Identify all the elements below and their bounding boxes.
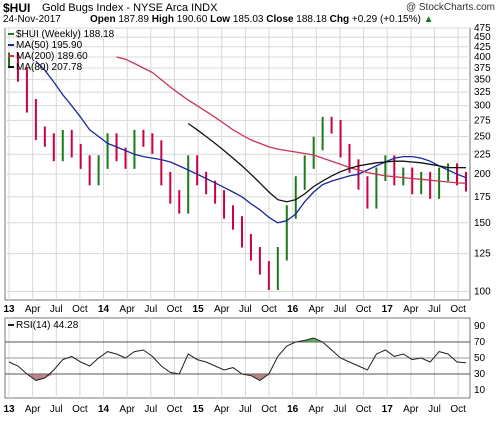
price-y-tick-label: 175 <box>474 192 491 203</box>
rsi-x-tick-label: Oct <box>356 404 372 415</box>
price-y-tick-label: 425 <box>474 42 491 53</box>
quote-date: 24-Nov-2017 <box>3 14 61 25</box>
price-y-tick-label: 450 <box>474 32 491 43</box>
rsi-x-tick-label: Oct <box>450 404 466 415</box>
price-x-tick-label: 16 <box>287 304 299 315</box>
price-y-tick-label: 225 <box>474 149 491 160</box>
low-value: 185.03 <box>232 14 264 25</box>
legend-ma50: MA(50) 195.90 <box>16 40 83 51</box>
rsi-x-tick-label: Apr <box>25 404 41 415</box>
rsi-y-tick-label: 50 <box>474 353 486 364</box>
price-x-tick-label: Oct <box>450 304 466 315</box>
price-y-tick-label: 350 <box>474 75 491 86</box>
legend-ma200: MA(200) 189.60 <box>16 51 88 62</box>
rsi-x-tick-label: Jul <box>334 404 347 415</box>
quote-values: Open 187.89 High 190.60 Low 185.03 Close… <box>90 14 434 25</box>
rsi-x-axis: 13 Apr Jul Oct 14 Apr Jul Oct 15 Apr Jul Oct 16 Apr Ju… <box>3 404 466 415</box>
ma80-line <box>187 122 467 203</box>
price-x-tick-label: Oct <box>261 304 277 315</box>
rsi-panel: 90 70 50 30 10 RSI(14) 44.28 <box>4 317 486 399</box>
rsi-x-tick-label: 14 <box>98 404 110 415</box>
chg-label: Chg <box>329 14 350 25</box>
price-y-tick-label: 325 <box>474 87 491 98</box>
rsi-x-tick-label: Oct <box>72 404 88 415</box>
price-x-tick-label: 14 <box>98 304 110 315</box>
rsi-oversold-fill <box>35 374 45 381</box>
close-label: Close <box>266 14 294 25</box>
rsi-x-tick-label: 13 <box>3 404 15 415</box>
rsi-x-tick-label: Oct <box>261 404 277 415</box>
rsi-x-tick-label: 17 <box>382 404 394 415</box>
price-x-tick-label: Oct <box>72 304 88 315</box>
price-y-tick-label: 125 <box>474 249 491 260</box>
rsi-y-tick-label: 30 <box>474 369 486 380</box>
price-y-tick-label: 375 <box>474 63 491 74</box>
price-panel-frame <box>4 27 471 301</box>
price-x-tick-label: Apr <box>309 304 325 315</box>
ma200-line <box>116 56 467 184</box>
price-x-tick-label: Apr <box>119 304 135 315</box>
rsi-y-tick-label: 90 <box>474 321 486 332</box>
price-x-tick-label: Jul <box>50 304 63 315</box>
rsi-x-tick-label: 15 <box>193 404 205 415</box>
price-y-tick-label: 300 <box>474 101 491 112</box>
legend-price: $HUI (Weekly) 188.18 <box>16 29 115 40</box>
price-y-tick-label: 400 <box>474 52 491 63</box>
rsi-oversold-fill <box>44 374 54 378</box>
rsi-y-tick-label: 70 <box>474 337 486 348</box>
rsi-x-tick-label: Jul <box>239 404 252 415</box>
price-x-tick-label: Jul <box>334 304 347 315</box>
chart-name: Gold Bugs Index - NYSE Arca INDX <box>42 2 218 14</box>
rsi-x-tick-label: Jul <box>144 404 157 415</box>
rsi-x-tick-label: Apr <box>214 404 230 415</box>
open-label: Open <box>90 14 116 25</box>
price-y-tick-label: 475 <box>474 23 491 34</box>
price-x-tick-label: Jul <box>239 304 252 315</box>
price-x-tick-label: Oct <box>356 304 372 315</box>
ma50-line <box>35 60 467 224</box>
high-label: High <box>151 14 174 25</box>
rsi-x-tick-label: Jul <box>50 404 63 415</box>
price-x-axis: 13 Apr Jul Oct 14 Apr Jul Oct 15 Apr Jul Oct 16 Apr Ju… <box>3 304 466 315</box>
chart-symbol: $HUI <box>3 1 31 15</box>
rsi-x-tick-label: Apr <box>403 404 419 415</box>
price-y-tick-label: 250 <box>474 131 491 142</box>
price-x-tick-label: 15 <box>193 304 205 315</box>
rsi-legend: RSI(14) 44.28 <box>16 320 79 331</box>
rsi-x-tick-label: Apr <box>309 404 325 415</box>
price-y-tick-label: 100 <box>474 286 491 297</box>
high-value: 190.60 <box>176 14 208 25</box>
legend-ma80: MA(80) 207.78 <box>16 62 83 73</box>
rsi-x-tick-label: Oct <box>167 404 183 415</box>
price-x-tick-label: Jul <box>428 304 441 315</box>
price-x-tick-label: Oct <box>167 304 183 315</box>
chg-up-arrow-icon: ▲ <box>423 14 434 25</box>
watermark: @ StockCharts.com <box>405 2 495 13</box>
rsi-line <box>8 337 467 381</box>
rsi-y-tick-label: 10 <box>474 385 486 396</box>
price-y-tick-label: 150 <box>474 218 491 229</box>
chg-value: +0.29 (+0.15%) <box>351 14 421 25</box>
price-x-tick-label: 17 <box>382 304 394 315</box>
price-x-tick-label: 13 <box>3 304 15 315</box>
rsi-x-tick-label: 16 <box>287 404 299 415</box>
price-x-tick-label: Apr <box>403 304 419 315</box>
price-y-tick-label: 200 <box>474 169 491 180</box>
rsi-x-tick-label: Jul <box>428 404 441 415</box>
price-y-tick-label: 275 <box>474 115 491 126</box>
open-value: 187.89 <box>118 14 149 25</box>
close-value: 188.18 <box>296 14 327 25</box>
price-x-tick-label: Jul <box>144 304 157 315</box>
rsi-x-tick-label: Apr <box>119 404 135 415</box>
price-x-tick-label: Apr <box>214 304 230 315</box>
price-x-tick-label: Apr <box>25 304 41 315</box>
low-label: Low <box>210 14 231 25</box>
